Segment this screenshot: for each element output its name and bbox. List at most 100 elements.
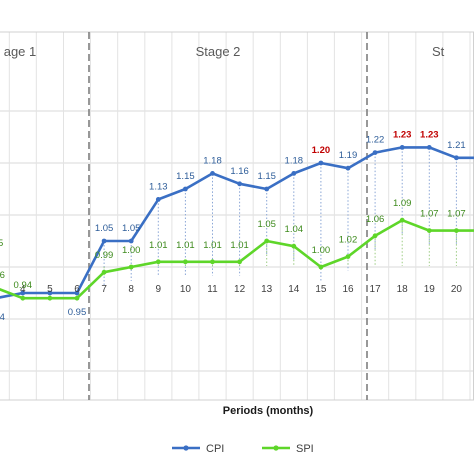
spi-point	[210, 259, 215, 265]
x-tick-label: 6	[74, 284, 80, 295]
spi-data-label: 1.01	[176, 240, 195, 251]
stage-dividers	[88, 32, 368, 400]
stage-label: Stage 2	[196, 44, 241, 59]
x-tick-label: 15	[315, 284, 327, 295]
x-tick-label: 11	[207, 284, 218, 295]
cpi-data-label: 1.05	[122, 223, 141, 234]
spi-data-label: 1.00	[312, 245, 331, 256]
spi-point	[101, 269, 107, 275]
legend: CPI SPI	[172, 443, 314, 455]
x-tick-label: 4	[20, 284, 26, 295]
spi-data-label: 5	[0, 238, 3, 249]
spi-point	[155, 259, 161, 265]
cpi-point	[454, 155, 459, 161]
cpi-point	[264, 186, 270, 192]
spi-data-label: 1.00	[122, 245, 141, 256]
spi-point	[128, 264, 134, 270]
cpi-legend-label: CPI	[206, 443, 224, 455]
spi-data-label: 1.06	[366, 214, 385, 225]
spi-point	[399, 217, 405, 223]
spi-point	[47, 295, 53, 301]
x-tick-label: 17	[370, 284, 382, 295]
x-tick-label: 13	[261, 284, 273, 295]
cpi-point	[47, 290, 53, 296]
x-tick-label: 10	[180, 284, 192, 295]
cpi-data-label: 1.23	[420, 129, 439, 140]
spi-point	[291, 243, 297, 249]
cpi-data-label: 1.18	[285, 155, 304, 166]
x-tick-label: 20	[451, 284, 463, 295]
cpi-point	[101, 238, 107, 244]
cpi-point	[426, 145, 432, 150]
spi-data-label: 1.09	[393, 198, 412, 209]
cpi-data-label: 1.23	[393, 129, 412, 140]
value-drop-lines	[103, 151, 457, 287]
cpi-point	[291, 171, 297, 176]
x-tick-label: 5	[47, 284, 53, 295]
spi-data-label: 0.94	[14, 280, 33, 291]
cpi-legend-marker	[183, 445, 189, 451]
cpi-line	[0, 146, 474, 299]
spi-point	[74, 295, 80, 301]
cpi-data-label: 0.95	[68, 307, 87, 318]
spi-data-label: 1.04	[285, 224, 304, 235]
spi-point	[183, 259, 188, 265]
spi-legend-marker	[273, 445, 279, 451]
x-tick-label: 7	[101, 284, 107, 295]
spi-data-label: 1.07	[420, 209, 439, 220]
cpi-data-label: 1.16	[230, 166, 249, 177]
spi-point	[20, 295, 26, 301]
cpi-point	[237, 181, 243, 187]
stage-label: age 1	[4, 44, 37, 59]
cpi-point	[210, 171, 215, 176]
spi-data-label: 1.02	[339, 235, 358, 246]
cpi-point	[128, 238, 134, 244]
cpi-point	[399, 145, 405, 150]
x-tick-label: 19	[424, 284, 436, 295]
series-lines	[0, 145, 474, 301]
grid-lines	[0, 31, 474, 401]
cpi-data-label: 1.22	[366, 135, 385, 146]
spi-point	[237, 259, 243, 265]
cpi-point	[155, 197, 161, 202]
spi-data-label: 0.99	[95, 250, 114, 261]
spi-point	[426, 228, 432, 234]
cpi-point	[318, 160, 324, 166]
spi-point	[345, 254, 351, 259]
cpi-point	[20, 290, 26, 296]
x-axis-title: Periods (months)	[223, 405, 314, 417]
spi-data-label: 1.07	[447, 209, 466, 220]
cpi-data-label: 1.21	[447, 140, 466, 151]
cpi-data-label: 0.94	[0, 312, 5, 323]
spi-point	[264, 238, 270, 244]
spi-data-label: 1.05	[257, 219, 276, 230]
stage-label: St	[432, 44, 445, 59]
cpi-data-label: 1.15	[257, 171, 276, 182]
cpi-point	[345, 165, 351, 171]
x-tick-label: 16	[342, 284, 354, 295]
stage-labels: age 1 Stage 2 St	[4, 44, 445, 59]
cpi-point	[372, 150, 378, 156]
x-tick-label: 14	[288, 284, 300, 295]
cpi-point	[74, 290, 80, 296]
x-tick-label: 8	[128, 284, 134, 295]
spi-data-label: 0.96	[0, 270, 5, 281]
cpi-data-label: 1.13	[149, 181, 168, 192]
x-tick-label: 18	[397, 284, 409, 295]
x-tick-label: 9	[156, 284, 162, 295]
cpi-data-label: 1.05	[95, 223, 114, 234]
data-labels: 0.760.900.940.951.051.051.131.151.181.16…	[0, 129, 466, 323]
cpi-data-label: 1.15	[176, 171, 195, 182]
spi-point	[454, 228, 459, 234]
spi-data-label: 1.01	[230, 240, 249, 251]
x-tick-labels: 4 5 6 7 8 9 10 11 12 13 14 15 16 17 18 19 20	[20, 284, 462, 295]
cpi-data-label: 1.20	[312, 145, 331, 156]
spi-point	[372, 233, 378, 239]
spi-data-label: 1.01	[149, 240, 168, 251]
spi-data-label: 1.01	[203, 240, 222, 251]
cpi-point	[183, 186, 188, 192]
cpi-data-label: 1.18	[203, 155, 222, 166]
cpi-data-label: 1.19	[339, 150, 358, 161]
x-tick-label: 12	[234, 284, 246, 295]
